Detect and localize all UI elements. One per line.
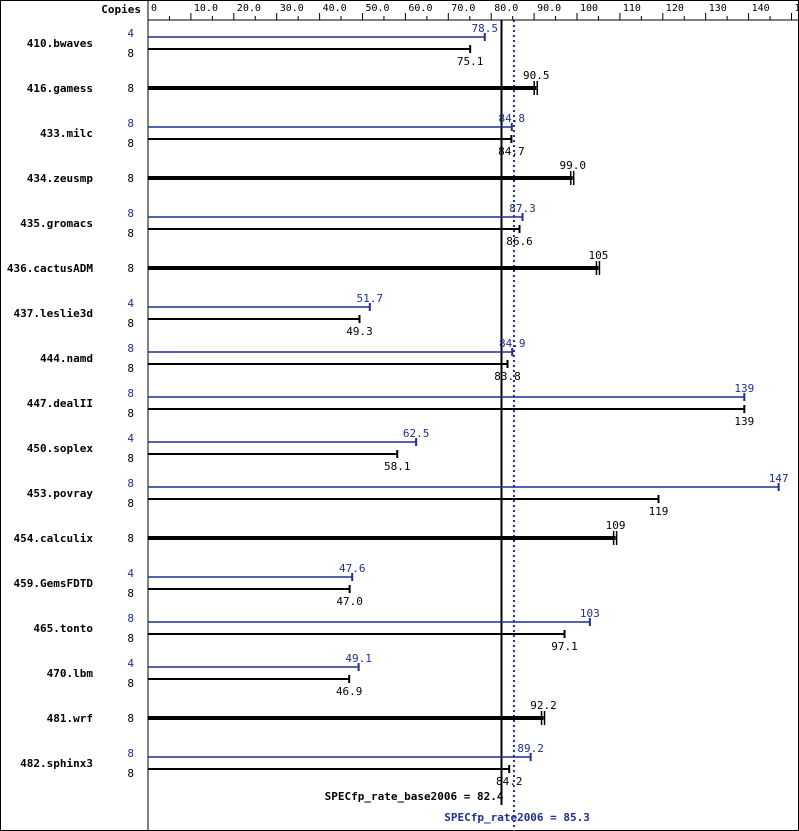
peak-value-label: 147 [769, 472, 789, 485]
base-value-label: 84.7 [498, 145, 525, 158]
benchmark-label: 444.namd [40, 352, 93, 365]
base-value-label: 92.2 [530, 699, 557, 712]
benchmark-label: 481.wrf [47, 712, 93, 725]
benchmark-label: 453.povray [27, 487, 94, 500]
x-tick-label: 90.0 [537, 3, 561, 14]
base-copies: 8 [127, 587, 134, 600]
base-value-label: 47.0 [336, 595, 363, 608]
peak-value-label: 62.5 [403, 427, 430, 440]
x-tick-label: 40.0 [323, 3, 347, 14]
base-copies: 8 [127, 82, 134, 95]
x-tick-label: 110 [623, 3, 641, 14]
x-tick-label: 140 [752, 3, 770, 14]
peak-value-label: 47.6 [339, 562, 366, 575]
x-tick-label: 10.0 [194, 3, 218, 14]
base-copies: 8 [127, 632, 134, 645]
base-copies: 8 [127, 362, 134, 375]
peak-value-label: 84.9 [499, 337, 526, 350]
base-value-label: 119 [649, 505, 669, 518]
peak-copies: 8 [127, 747, 134, 760]
base-value-label: 49.3 [346, 325, 373, 338]
copies-header: Copies [101, 3, 141, 16]
benchmark-label: 437.leslie3d [14, 307, 93, 320]
base-value-label: 58.1 [384, 460, 411, 473]
base-value-label: 97.1 [551, 640, 578, 653]
peak-value-label: 84.8 [499, 112, 526, 125]
base-value-label: 105 [589, 249, 609, 262]
x-tick-label: 70.0 [451, 3, 475, 14]
x-tick-label: 100 [580, 3, 598, 14]
x-tick-label: 60.0 [408, 3, 432, 14]
benchmark-label: 436.cactusADM [7, 262, 93, 275]
x-tick-label: 130 [709, 3, 727, 14]
benchmark-label: 482.sphinx3 [20, 757, 93, 770]
peak-mean-label: SPECfp_rate2006 = 85.3 [444, 811, 590, 824]
benchmark-label: 459.GemsFDTD [14, 577, 94, 590]
base-copies: 8 [127, 47, 134, 60]
benchmark-label: 435.gromacs [20, 217, 93, 230]
peak-value-label: 139 [734, 382, 754, 395]
base-copies: 8 [127, 767, 134, 780]
base-copies: 8 [127, 407, 134, 420]
benchmark-label: 416.gamess [27, 82, 93, 95]
base-copies: 8 [127, 532, 134, 545]
peak-copies: 8 [127, 207, 134, 220]
x-tick-label: 120 [666, 3, 684, 14]
x-tick-label: 150 [795, 3, 799, 14]
x-tick-label: 20.0 [237, 3, 261, 14]
x-tick-label: 50.0 [366, 3, 390, 14]
benchmark-label: 434.zeusmp [27, 172, 94, 185]
peak-value-label: 49.1 [345, 652, 372, 665]
peak-copies: 4 [127, 432, 134, 445]
peak-copies: 8 [127, 342, 134, 355]
base-value-label: 75.1 [457, 55, 484, 68]
benchmark-label: 410.bwaves [27, 37, 93, 50]
peak-copies: 4 [127, 27, 134, 40]
base-copies: 8 [127, 262, 134, 275]
base-copies: 8 [127, 317, 134, 330]
base-copies: 8 [127, 137, 134, 150]
x-tick-label: 0 [151, 3, 157, 14]
peak-copies: 4 [127, 567, 134, 580]
peak-value-label: 87.3 [509, 202, 536, 215]
base-value-label: 99.0 [559, 159, 586, 172]
peak-value-label: 89.2 [517, 742, 544, 755]
peak-copies: 4 [127, 657, 134, 670]
peak-copies: 8 [127, 387, 134, 400]
base-value-label: 84.2 [496, 775, 523, 788]
base-copies: 8 [127, 172, 134, 185]
benchmark-label: 465.tonto [33, 622, 93, 635]
benchmark-label: 470.lbm [47, 667, 94, 680]
peak-value-label: 103 [580, 607, 600, 620]
base-value-label: 86.6 [506, 235, 533, 248]
peak-copies: 8 [127, 477, 134, 490]
base-mean-label: SPECfp_rate_base2006 = 82.4 [325, 790, 504, 803]
benchmark-label: 433.milc [40, 127, 93, 140]
peak-copies: 8 [127, 117, 134, 130]
peak-copies: 4 [127, 297, 134, 310]
base-value-label: 90.5 [523, 69, 550, 82]
base-value-label: 139 [734, 415, 754, 428]
base-copies: 8 [127, 452, 134, 465]
base-value-label: 109 [606, 519, 626, 532]
x-tick-label: 30.0 [280, 3, 304, 14]
base-copies: 8 [127, 712, 134, 725]
base-copies: 8 [127, 497, 134, 510]
base-value-label: 83.8 [494, 370, 521, 383]
benchmark-label: 447.dealII [27, 397, 93, 410]
base-copies: 8 [127, 677, 134, 690]
peak-copies: 8 [127, 612, 134, 625]
base-value-label: 46.9 [336, 685, 363, 698]
x-tick-label: 80.0 [494, 3, 518, 14]
benchmark-label: 454.calculix [14, 532, 94, 545]
peak-value-label: 78.5 [472, 22, 499, 35]
peak-value-label: 51.7 [357, 292, 384, 305]
base-copies: 8 [127, 227, 134, 240]
benchmark-label: 450.soplex [27, 442, 94, 455]
